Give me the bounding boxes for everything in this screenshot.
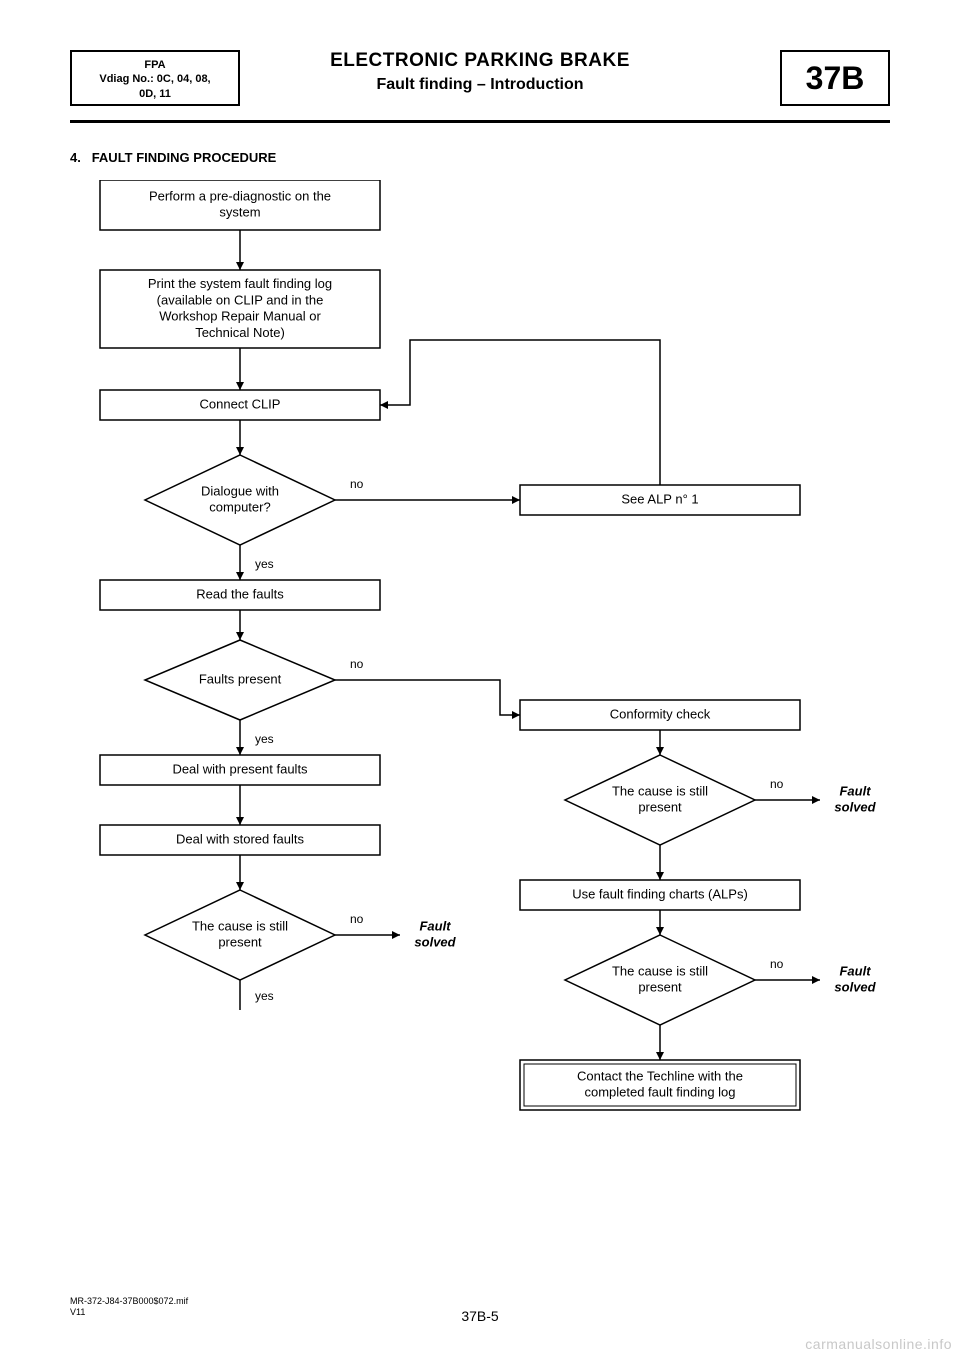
- vdiag-line1: FPA: [72, 58, 238, 72]
- svg-text:yes: yes: [255, 732, 274, 746]
- svg-text:Deal with present faults: Deal with present faults: [172, 761, 308, 776]
- vdiag-line3: 0D, 11: [72, 87, 238, 101]
- vdiag-box: FPA Vdiag No.: 0C, 04, 08, 0D, 11: [70, 50, 240, 106]
- svg-text:no: no: [770, 777, 784, 791]
- svg-text:present: present: [638, 980, 682, 995]
- vdiag-line2: Vdiag No.: 0C, 04, 08,: [72, 72, 238, 86]
- svg-text:Dialogue with: Dialogue with: [201, 483, 279, 498]
- watermark: carmanualsonline.info: [805, 1336, 952, 1352]
- footer-page: 37B-5: [0, 1308, 960, 1324]
- svg-text:computer?: computer?: [209, 500, 270, 515]
- section-name: FAULT FINDING PROCEDURE: [92, 150, 277, 165]
- footer-ref-line1: MR-372-J84-37B000$072.mif: [70, 1296, 188, 1307]
- svg-text:Contact the Techline with the: Contact the Techline with the: [577, 1068, 743, 1083]
- svg-text:(available on CLIP and in the: (available on CLIP and in the: [157, 292, 324, 307]
- svg-text:Fault: Fault: [839, 783, 871, 798]
- svg-text:yes: yes: [255, 989, 274, 1003]
- svg-text:Read the faults: Read the faults: [196, 586, 284, 601]
- header-rule: [70, 120, 890, 123]
- svg-text:present: present: [638, 800, 682, 815]
- title-block: ELECTRONIC PARKING BRAKE Fault finding –…: [250, 50, 710, 94]
- svg-text:no: no: [350, 657, 364, 671]
- svg-text:Deal with stored faults: Deal with stored faults: [176, 831, 304, 846]
- svg-text:yes: yes: [255, 557, 274, 571]
- svg-text:Use fault finding charts (ALPs: Use fault finding charts (ALPs): [572, 886, 748, 901]
- svg-text:Perform a pre-diagnostic on th: Perform a pre-diagnostic on the: [149, 188, 331, 203]
- flowchart-svg: no yes no yes no yes no no Perform a pre-diagnos…: [70, 180, 890, 1140]
- page: FPA Vdiag No.: 0C, 04, 08, 0D, 11 ELECTR…: [0, 0, 960, 1358]
- svg-text:present: present: [218, 935, 262, 950]
- chapter-code: 37B: [780, 50, 890, 106]
- svg-text:no: no: [770, 957, 784, 971]
- svg-text:solved: solved: [834, 800, 876, 815]
- svg-text:The cause is still: The cause is still: [612, 783, 708, 798]
- title-sub: Fault finding – Introduction: [250, 76, 710, 94]
- svg-text:completed fault finding log: completed fault finding log: [584, 1085, 735, 1100]
- section-number: 4.: [70, 150, 81, 165]
- svg-text:Faults present: Faults present: [199, 671, 282, 686]
- svg-text:Fault: Fault: [839, 963, 871, 978]
- svg-text:Workshop Repair Manual or: Workshop Repair Manual or: [159, 309, 321, 324]
- svg-text:Conformity check: Conformity check: [610, 706, 711, 721]
- svg-text:Connect CLIP: Connect CLIP: [200, 396, 281, 411]
- content-frame: FPA Vdiag No.: 0C, 04, 08, 0D, 11 ELECTR…: [70, 50, 890, 1300]
- svg-text:Fault: Fault: [419, 918, 451, 933]
- svg-text:no: no: [350, 477, 364, 491]
- flowchart: no yes no yes no yes no no Perform a pre-diagnos…: [70, 180, 890, 1230]
- title-main: ELECTRONIC PARKING BRAKE: [250, 50, 710, 72]
- svg-text:no: no: [350, 912, 364, 926]
- svg-text:solved: solved: [834, 980, 876, 995]
- svg-text:The cause is still: The cause is still: [612, 963, 708, 978]
- svg-text:The cause is still: The cause is still: [192, 918, 288, 933]
- section-title: 4. FAULT FINDING PROCEDURE: [70, 150, 276, 165]
- svg-text:Print the system fault finding: Print the system fault finding log: [148, 276, 332, 291]
- svg-text:system: system: [219, 205, 260, 220]
- svg-text:solved: solved: [414, 935, 456, 950]
- header-row: FPA Vdiag No.: 0C, 04, 08, 0D, 11 ELECTR…: [70, 50, 890, 110]
- svg-text:See ALP n° 1: See ALP n° 1: [621, 491, 698, 506]
- svg-text:Technical Note): Technical Note): [195, 325, 285, 340]
